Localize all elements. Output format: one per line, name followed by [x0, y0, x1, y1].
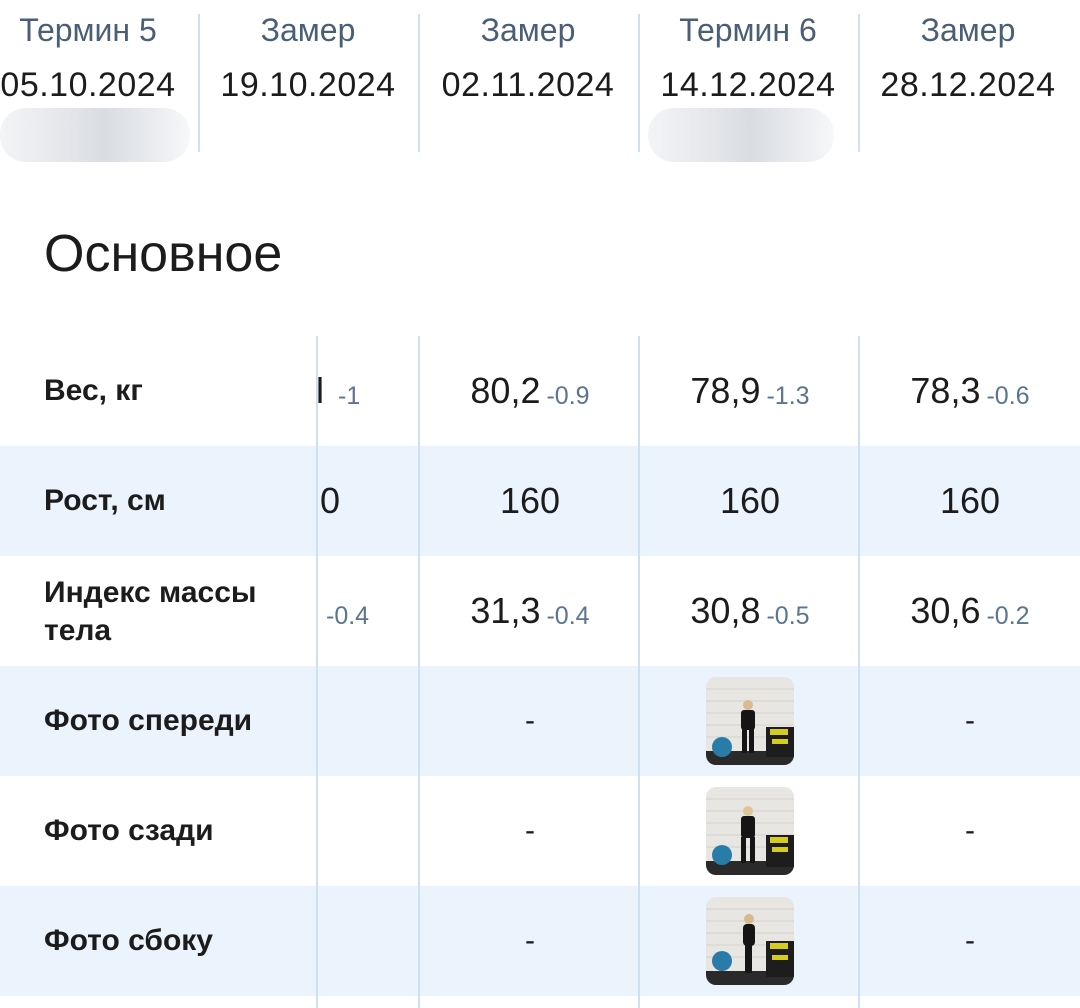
cell-value: 160 [939, 480, 1001, 521]
cell-value: - [965, 814, 975, 847]
column-date: 14.12.2024 [660, 66, 836, 104]
blurred-badge [648, 108, 834, 162]
column-date: 19.10.2024 [220, 66, 396, 104]
cell-value: 31,3 [470, 590, 541, 631]
column-date: 28.12.2024 [880, 66, 1056, 104]
row-label: Фото сзади [44, 814, 214, 847]
cell-delta: -0.5 [766, 601, 810, 630]
column-header-2[interactable]: Замер 19.10.2024 [198, 0, 418, 160]
cell-delta: -1 [338, 381, 361, 410]
cell-value: - [525, 704, 535, 737]
table-cell: 30,8 -0.5 [640, 556, 860, 666]
table-cell: 160 [860, 446, 1080, 556]
table-cell [640, 886, 860, 996]
column-header-1[interactable]: Термин 5 05.10.2024 [0, 0, 198, 160]
row-label: Индекс массы тела [44, 574, 257, 650]
column-divider [638, 14, 640, 152]
table-row-back-photo: Фото сзади - - [0, 776, 1080, 886]
row-label-line: Индекс массы [44, 576, 257, 609]
cell-value: 30,8 [690, 590, 761, 631]
blurred-badge [0, 108, 190, 162]
cell-value: - [965, 924, 975, 957]
table-cell: - [420, 886, 640, 996]
table-cell: 31,3 -0.4 [420, 556, 640, 666]
table-row-side-photo: Фото сбоку - - [0, 886, 1080, 996]
column-label: Термин 5 [19, 12, 157, 48]
column-date: 02.11.2024 [441, 66, 615, 104]
column-divider [858, 336, 860, 1008]
cell-value: - [525, 924, 535, 957]
column-label: Замер [260, 12, 356, 48]
table-row-front-photo: Фото спереди - - [0, 666, 1080, 776]
back-photo-thumbnail[interactable] [706, 787, 794, 875]
cell-value: 0 [320, 480, 341, 521]
column-header-4[interactable]: Термин 6 14.12.2024 [638, 0, 858, 160]
cell-delta: -0.9 [546, 381, 590, 410]
cell-value: 160 [499, 480, 561, 521]
row-label: Вес, кг [44, 374, 143, 407]
table-row-height: Рост, см 0 160 160 160 [0, 446, 1080, 556]
cell-value: 30,6 [910, 590, 981, 631]
cell-delta: -0.4 [546, 601, 590, 630]
table-cell: 30,6 -0.2 [860, 556, 1080, 666]
partial-cell: l -1 [316, 336, 360, 446]
cell-delta: -0.2 [986, 601, 1030, 630]
table-cell: - [420, 776, 640, 886]
partial-cell: -0.4 [326, 556, 369, 666]
table-cell: 160 [640, 446, 860, 556]
column-header-5[interactable]: Замер 28.12.2024 [858, 0, 1078, 160]
column-divider [418, 14, 420, 152]
cell-value: 78,3 [910, 370, 981, 411]
side-photo-thumbnail[interactable] [706, 897, 794, 985]
column-divider [858, 14, 860, 152]
row-label: Фото сбоку [44, 924, 213, 957]
column-divider [316, 336, 318, 1008]
cell-value: l [316, 370, 324, 411]
cell-value: 78,9 [690, 370, 761, 411]
column-divider [198, 14, 200, 152]
column-header-3[interactable]: Замер 02.11.2024 [418, 0, 638, 160]
cell-value: - [525, 814, 535, 847]
table-cell: - [860, 666, 1080, 776]
row-label: Фото спереди [44, 704, 253, 737]
table-cell [640, 666, 860, 776]
column-label: Термин 6 [679, 12, 817, 48]
section-title: Основное [44, 225, 283, 283]
table-cell: - [420, 666, 640, 776]
cell-value: 80,2 [470, 370, 541, 411]
column-divider [418, 336, 420, 1008]
table-cell: - [860, 776, 1080, 886]
table-cell: - [860, 886, 1080, 996]
column-divider [638, 336, 640, 1008]
column-label: Замер [480, 12, 576, 48]
table-cell: 78,3 -0.6 [860, 336, 1080, 446]
date-header: Термин 5 05.10.2024 Замер 19.10.2024 Зам… [0, 0, 1080, 162]
table-cell [640, 776, 860, 886]
cell-value: - [965, 704, 975, 737]
table-cell: 160 [420, 446, 640, 556]
row-label-line: тела [44, 614, 112, 647]
column-label: Замер [920, 12, 1016, 48]
cell-delta: -0.6 [986, 381, 1030, 410]
table-row-bmi: Индекс массы тела -0.4 31,3 -0.4 30,8 -0… [0, 556, 1080, 666]
table-row-weight: Вес, кг l -1 80,2 -0.9 78,9 -1.3 78,3 -0… [0, 336, 1080, 446]
partial-cell: 0 [320, 446, 340, 556]
table-cell: 78,9 -1.3 [640, 336, 860, 446]
row-label: Рост, см [44, 484, 166, 517]
cell-value: 160 [719, 480, 781, 521]
table-cell: 80,2 -0.9 [420, 336, 640, 446]
cell-delta: -1.3 [766, 381, 810, 410]
column-date: 05.10.2024 [0, 66, 176, 104]
cell-delta: -0.4 [326, 601, 370, 630]
front-photo-thumbnail[interactable] [706, 677, 794, 765]
